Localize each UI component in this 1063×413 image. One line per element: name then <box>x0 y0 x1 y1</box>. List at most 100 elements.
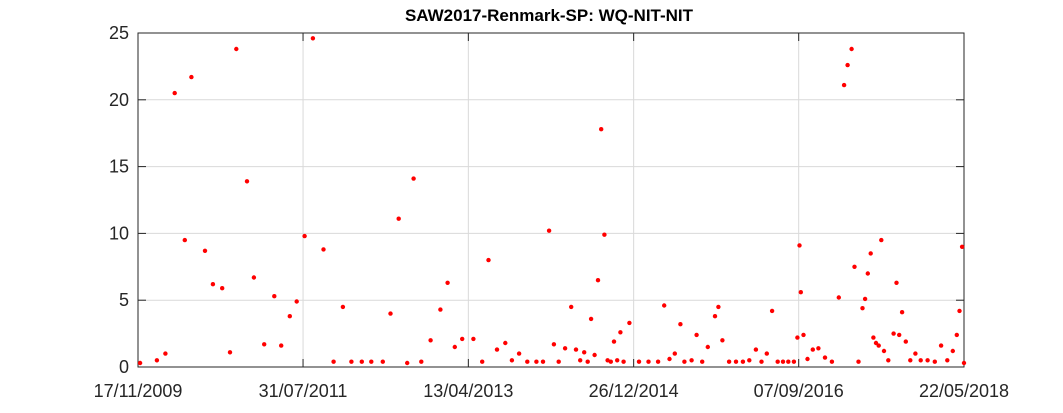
data-point <box>636 359 642 364</box>
data-point <box>959 244 965 249</box>
y-tick-label: 0 <box>119 357 129 377</box>
y-tick-label: 5 <box>119 290 129 310</box>
y-tick-labels: 0 5 10 15 20 25 <box>109 23 129 377</box>
data-point <box>712 314 718 319</box>
data-point <box>894 280 899 285</box>
data-point <box>655 359 661 364</box>
x-tick-labels: 17/11/2009 31/07/2011 13/04/2013 26/12/2014… <box>94 381 1009 401</box>
data-point <box>445 280 450 285</box>
data-point <box>556 359 561 364</box>
data-point <box>805 356 810 362</box>
data-point <box>503 340 508 346</box>
y-tick-label: 20 <box>109 90 129 110</box>
data-point <box>740 359 746 364</box>
data-point <box>836 295 841 300</box>
data-point <box>720 338 725 343</box>
data-point <box>251 275 257 280</box>
data-point <box>486 257 491 263</box>
data-point <box>516 351 522 356</box>
plot-area <box>137 32 965 368</box>
data-point <box>411 176 416 181</box>
data-point <box>585 359 590 364</box>
data-point <box>662 303 667 308</box>
data-point <box>227 350 233 355</box>
data-point <box>220 286 225 291</box>
data-points <box>137 36 967 366</box>
data-point <box>369 359 374 364</box>
data-point <box>388 311 393 316</box>
data-point <box>759 359 764 364</box>
data-point <box>795 335 800 340</box>
data-point <box>534 359 539 364</box>
data-point <box>573 347 579 352</box>
data-point <box>321 247 326 252</box>
x-tick-label: 22/05/2018 <box>919 381 1009 401</box>
data-point <box>845 62 850 68</box>
data-point <box>310 36 316 41</box>
data-point <box>279 343 284 348</box>
data-point <box>234 46 239 52</box>
data-point <box>801 332 806 338</box>
data-point <box>868 251 873 256</box>
data-point <box>627 320 632 326</box>
x-tick-label: 07/09/2016 <box>754 381 844 401</box>
data-point <box>588 316 594 322</box>
data-point <box>562 346 568 351</box>
data-point <box>694 332 699 338</box>
data-point <box>871 335 876 340</box>
data-point <box>405 360 410 366</box>
data-point <box>705 344 710 350</box>
data-point <box>471 336 476 342</box>
data-point <box>860 306 865 311</box>
data-point <box>786 359 791 364</box>
data-point <box>210 282 216 287</box>
data-point <box>592 352 597 358</box>
data-point <box>764 351 769 356</box>
data-point <box>957 308 962 314</box>
data-point <box>682 359 687 364</box>
data-point <box>578 358 583 363</box>
data-point <box>891 331 896 336</box>
data-point <box>182 237 187 243</box>
data-point <box>525 359 530 364</box>
data-point <box>452 344 457 350</box>
data-point <box>380 359 385 364</box>
data-point <box>903 339 908 344</box>
data-point <box>438 307 443 312</box>
data-point <box>428 338 433 343</box>
data-point <box>747 358 752 363</box>
data-point <box>897 332 902 338</box>
data-point <box>595 278 601 283</box>
data-point <box>244 179 250 184</box>
data-point <box>582 350 587 355</box>
data-point <box>876 343 881 348</box>
data-point <box>359 359 364 364</box>
data-point <box>331 359 336 364</box>
data-point <box>602 232 607 237</box>
data-point <box>913 351 918 356</box>
data-point <box>791 359 797 364</box>
data-point <box>961 360 967 366</box>
data-point <box>938 343 944 348</box>
data-point <box>608 359 613 364</box>
data-point <box>753 347 759 352</box>
data-point <box>918 358 923 363</box>
data-point <box>569 304 574 310</box>
data-point <box>287 314 292 319</box>
data-point <box>672 351 677 356</box>
data-point <box>908 358 913 363</box>
data-point <box>798 290 803 295</box>
data-point <box>852 264 857 269</box>
data-point <box>667 356 672 362</box>
data-point <box>163 351 168 356</box>
data-point <box>546 228 552 233</box>
data-point <box>678 322 683 327</box>
data-point <box>816 346 821 351</box>
data-point <box>954 332 959 338</box>
data-point <box>460 336 465 342</box>
x-tick-label: 26/12/2014 <box>589 381 679 401</box>
y-tick-label: 25 <box>109 23 129 43</box>
chart-title: SAW2017-Renmark-SP: WQ-NIT-NIT <box>405 6 694 25</box>
data-point <box>349 359 354 364</box>
